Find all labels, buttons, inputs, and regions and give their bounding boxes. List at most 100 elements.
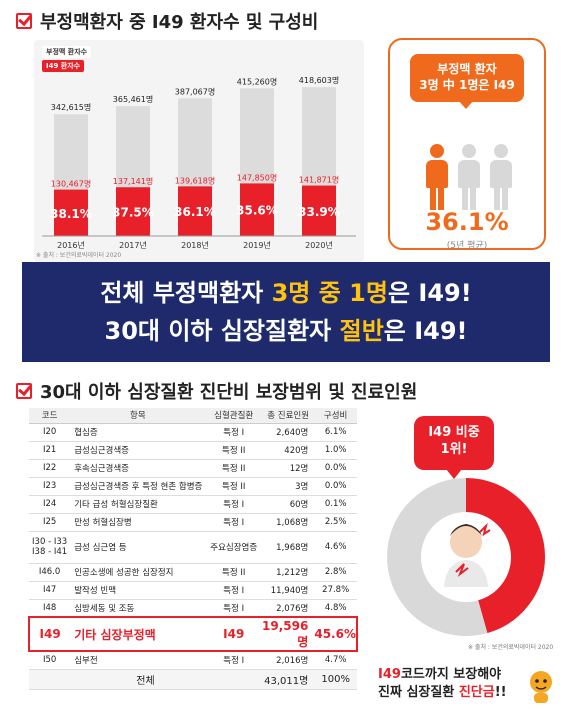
cell-type: 주요심장염증: [205, 531, 263, 564]
section1-title: 부정맥환자 중 I49 환자수 및 구성비: [16, 8, 318, 34]
person-icon: [424, 144, 450, 214]
checkbox-icon: [16, 383, 32, 399]
person-icon: [488, 144, 514, 214]
cell-ratio: 45.6%: [314, 616, 358, 652]
banner-line2: 30대 이하 심장질환자 절반은 I49!: [104, 317, 468, 345]
table-row: I48 심방세동 및 조동 특정 I 2,076명 4.8%: [29, 599, 357, 618]
header-ratio: 구성비: [314, 408, 357, 424]
table-row: I50 심부전 특정 I 2,016명 4.7%: [29, 651, 357, 670]
cell-count: 19,596명: [262, 616, 315, 652]
label-ratio: 36.1%: [174, 205, 216, 219]
callout-title-line2: 3명 中 1명은 I49: [419, 78, 515, 92]
header-count: 총 진료인원: [262, 408, 315, 424]
bar-i49: [54, 189, 88, 236]
label-i49: 137,141명: [113, 176, 153, 186]
cell-count: 60명: [262, 495, 315, 514]
cell-item: 심부전: [70, 651, 206, 670]
cell-item: 급성심근경색증 후 특정 현존 합병증: [70, 477, 206, 496]
cell-count: 2,016명: [262, 651, 315, 670]
table-row: I23 급성심근경색증 후 특정 현존 합병증 특정 II 3명 0.0%: [29, 477, 357, 496]
callout-box: 부정맥 환자 3명 中 1명은 I49 36.1% (5년 평균): [388, 38, 546, 251]
cell-ratio: 0.0%: [314, 459, 357, 478]
cell-ratio: 27.8%: [314, 581, 357, 600]
label-total: 418,603명: [299, 75, 339, 85]
donut-i49-share: [387, 478, 545, 636]
table-row: I22 후속심근경색증 특정 II 12명 0.0%: [29, 459, 357, 478]
cell-item: 기타 급성 허혈심장질환: [70, 495, 206, 514]
cell-count: 12명: [262, 459, 315, 478]
headline-banner: 전체 부정맥환자 3명 중 1명은 I49! 30대 이하 심장질환자 절반은 …: [22, 262, 550, 362]
header-code: 코드: [29, 408, 71, 424]
cell-count: 3명: [262, 477, 315, 496]
cell-item: 인공소생에 성공한 심장정지: [70, 563, 206, 582]
tick-label: 2017년: [119, 240, 147, 250]
callout-percent: 36.1%: [425, 208, 509, 236]
label-ratio: 35.6%: [236, 204, 278, 218]
cell-item: 발작성 빈맥: [70, 581, 206, 600]
badge-line1: I49 비중: [428, 425, 480, 440]
cell-code: I23: [29, 477, 71, 496]
cell-code: I21: [29, 441, 71, 460]
cell-ratio: 2.5%: [314, 513, 357, 532]
badge-line2: 1위!: [440, 442, 468, 457]
cell-item: 후속심근경색증: [70, 459, 206, 478]
cell-code: I25: [29, 513, 71, 532]
label-ratio: 38.1%: [50, 207, 92, 221]
cell-type: 특정 II: [205, 459, 263, 478]
cell-item: 급성 심근염 등: [70, 531, 206, 564]
label-total: 365,461명: [113, 94, 153, 104]
bar-i49: [302, 185, 336, 236]
section2-title-text: 30대 이하 심장질환 진단비 보장범위 및 진료인원: [40, 382, 418, 403]
label-total: 342,615명: [51, 102, 91, 112]
bar-chart: 342,615명 130,467명 38.1% 2016년 365,461명 137,14…: [42, 75, 356, 250]
cell-type: 특정 I: [205, 581, 263, 600]
cell-type: 특정 II: [205, 441, 263, 460]
cell-code: I30 - I33 I38 - I41: [29, 531, 71, 564]
cell-code: I24: [29, 495, 71, 514]
callout-title: 부정맥 환자 3명 中 1명은 I49: [410, 54, 524, 102]
header-type: 심혈관질환: [205, 408, 263, 424]
cell-item: 급성심근경색증: [70, 441, 206, 460]
donut-chart: [387, 478, 545, 636]
total-ratio: 100%: [314, 669, 357, 690]
cell-code: I46.0: [29, 563, 71, 582]
patient-illustration: [444, 522, 491, 587]
cell-type: I49: [205, 616, 263, 652]
cell-count: 11,940명: [262, 581, 315, 600]
total-count: 43,011명: [262, 669, 315, 690]
cell-count: 1,212명: [262, 563, 315, 582]
cell-ratio: 4.8%: [314, 599, 357, 618]
cell-item: 심방세동 및 조동: [70, 599, 206, 618]
banner-line1: 전체 부정맥환자 3명 중 1명은 I49!: [100, 279, 472, 307]
label-i49: 147,850명: [237, 172, 277, 182]
cell-item: 만성 허혈심장병: [70, 513, 206, 532]
cell-count: 2,076명: [262, 599, 315, 618]
legend-i49: I49 환자수: [42, 60, 85, 72]
table-row: I30 - I33 I38 - I41 급성 심근염 등 주요심장염증 1,968명 4…: [29, 531, 357, 564]
cell-ratio: 4.7%: [314, 651, 357, 670]
cell-count: 2,640명: [262, 423, 315, 442]
bar-chart-panel: 342,615명 130,467명 38.1% 2016년 365,461명 137,14…: [34, 40, 364, 262]
table-row: I25 만성 허혈심장병 특정 I 1,068명 2.5%: [29, 513, 357, 532]
callout-title-line1: 부정맥 환자: [437, 62, 497, 76]
table-row: I24 기타 급성 허혈심장질환 특정 I 60명 0.1%: [29, 495, 357, 514]
cell-item: 기타 심장부정맥: [70, 616, 206, 652]
legend-total: 부정맥 환자수: [42, 46, 92, 58]
cell-ratio: 1.0%: [314, 441, 357, 460]
cell-count: 420명: [262, 441, 315, 460]
callout-note: (5년 평균): [446, 241, 488, 251]
section1-title-text: 부정맥환자 중 I49 환자수 및 구성비: [40, 12, 319, 33]
donut-area: I49 비중 1위! ※ 출처 : 보건의료빅데이터 2020: [368, 412, 568, 652]
label-i49: 141,871명: [299, 175, 339, 185]
cell-item: 협심증: [70, 423, 206, 442]
tick-label: 2019년: [243, 240, 271, 250]
cell-code: I22: [29, 459, 71, 478]
label-total: 415,260명: [237, 76, 277, 86]
cell-type: 특정 I: [205, 423, 263, 442]
table-row: I20 협심증 특정 I 2,640명 6.1%: [29, 423, 357, 442]
cell-code: I48: [29, 599, 71, 618]
total-label: 전체: [29, 669, 263, 690]
bar-i49: [240, 183, 274, 236]
tick-label: 2018년: [181, 240, 209, 250]
cell-code: I20: [29, 423, 71, 442]
